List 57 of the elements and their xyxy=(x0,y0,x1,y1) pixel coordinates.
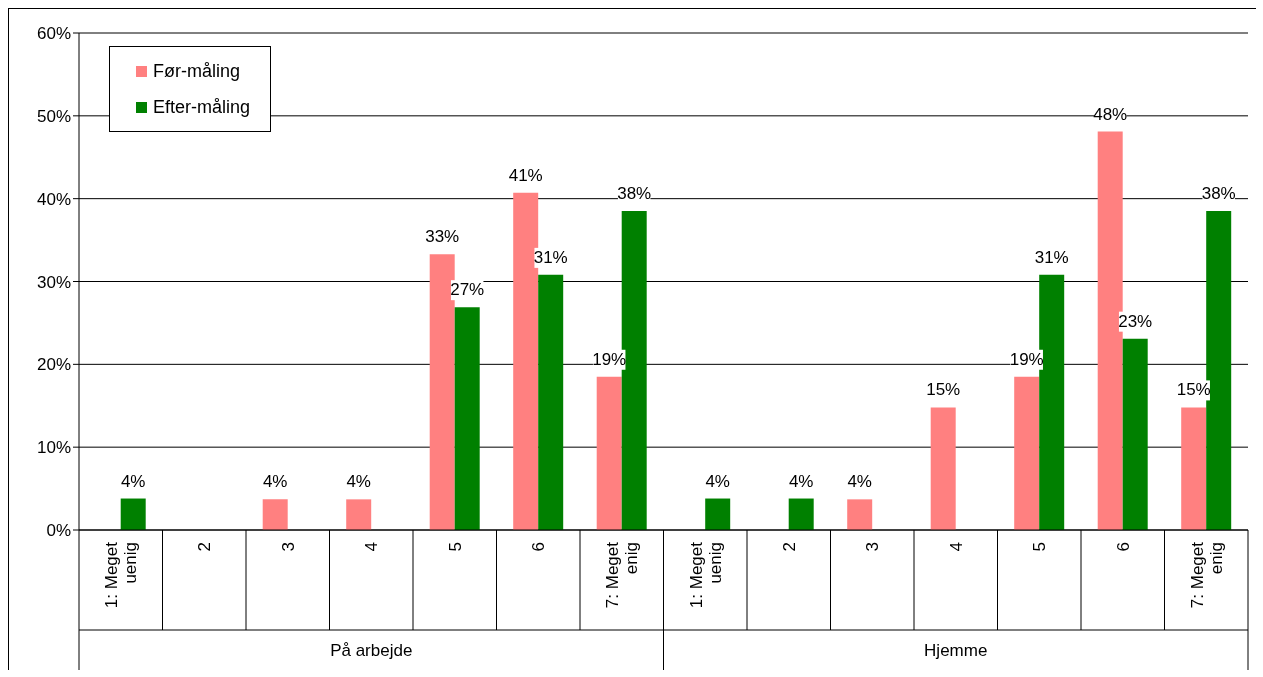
data-label: 4% xyxy=(346,472,371,492)
bar xyxy=(454,307,480,530)
bar xyxy=(1014,376,1040,530)
data-label: 4% xyxy=(847,472,872,492)
data-label: 15% xyxy=(1176,380,1211,400)
x-tick-label: 7: Meget enig xyxy=(1187,541,1226,609)
text: Hjemme xyxy=(924,641,988,660)
y-tick-label: 0% xyxy=(46,521,71,541)
data-label: 4% xyxy=(705,471,730,491)
y-tick-label: 20% xyxy=(36,355,71,375)
x-tick-label: 1: Meget uenig xyxy=(102,541,141,609)
data-label: 4% xyxy=(120,471,146,491)
data-label: 38% xyxy=(617,184,652,204)
text: På arbejde xyxy=(330,641,413,660)
bar xyxy=(930,407,956,530)
bar xyxy=(1122,338,1148,530)
data-label: 33% xyxy=(425,227,460,247)
y-tick-label: 50% xyxy=(36,106,71,126)
x-tick-label: 7: Meget enig xyxy=(603,541,642,609)
legend-label: Efter-måling xyxy=(153,96,251,119)
bar xyxy=(346,499,372,530)
bar xyxy=(788,498,814,530)
y-tick-label: 30% xyxy=(36,272,71,292)
x-tick-label: 4 xyxy=(946,542,966,552)
x-tick-label: 5 xyxy=(1030,542,1050,552)
bar xyxy=(1181,407,1207,530)
bar xyxy=(705,498,731,530)
bar xyxy=(538,274,564,530)
data-label: 19% xyxy=(592,349,627,369)
bar xyxy=(596,376,622,530)
y-tick-label: 10% xyxy=(36,438,71,458)
legend-label: Før-måling xyxy=(153,60,241,83)
data-label: 31% xyxy=(533,247,568,267)
data-label: 4% xyxy=(788,471,814,491)
data-label: 48% xyxy=(1093,104,1128,124)
x-tick-label: 5 xyxy=(445,542,465,552)
x-tick-label: 2 xyxy=(195,542,215,552)
data-label: 23% xyxy=(1118,311,1153,331)
data-label: 27% xyxy=(450,280,485,300)
x-tick-label: 3 xyxy=(863,542,883,552)
data-label: 41% xyxy=(508,165,543,185)
x-tick-label: 4 xyxy=(362,542,382,552)
x-tick-label: 1: Meget uenig xyxy=(686,541,725,609)
data-label: 15% xyxy=(926,380,961,400)
data-label: 19% xyxy=(1009,349,1044,369)
bar xyxy=(847,499,873,530)
data-label: 38% xyxy=(1201,184,1236,204)
x-tick-label: 2 xyxy=(779,542,799,552)
data-label: 31% xyxy=(1034,247,1069,267)
x-tick-label: 3 xyxy=(278,542,298,552)
x-tick-label: 6 xyxy=(1113,542,1133,552)
bar xyxy=(120,498,146,530)
y-tick-label: 40% xyxy=(36,189,71,209)
bar xyxy=(262,499,288,530)
data-label: 4% xyxy=(262,472,288,492)
x-tick-label: 6 xyxy=(529,542,549,552)
y-tick-label: 60% xyxy=(36,24,71,44)
